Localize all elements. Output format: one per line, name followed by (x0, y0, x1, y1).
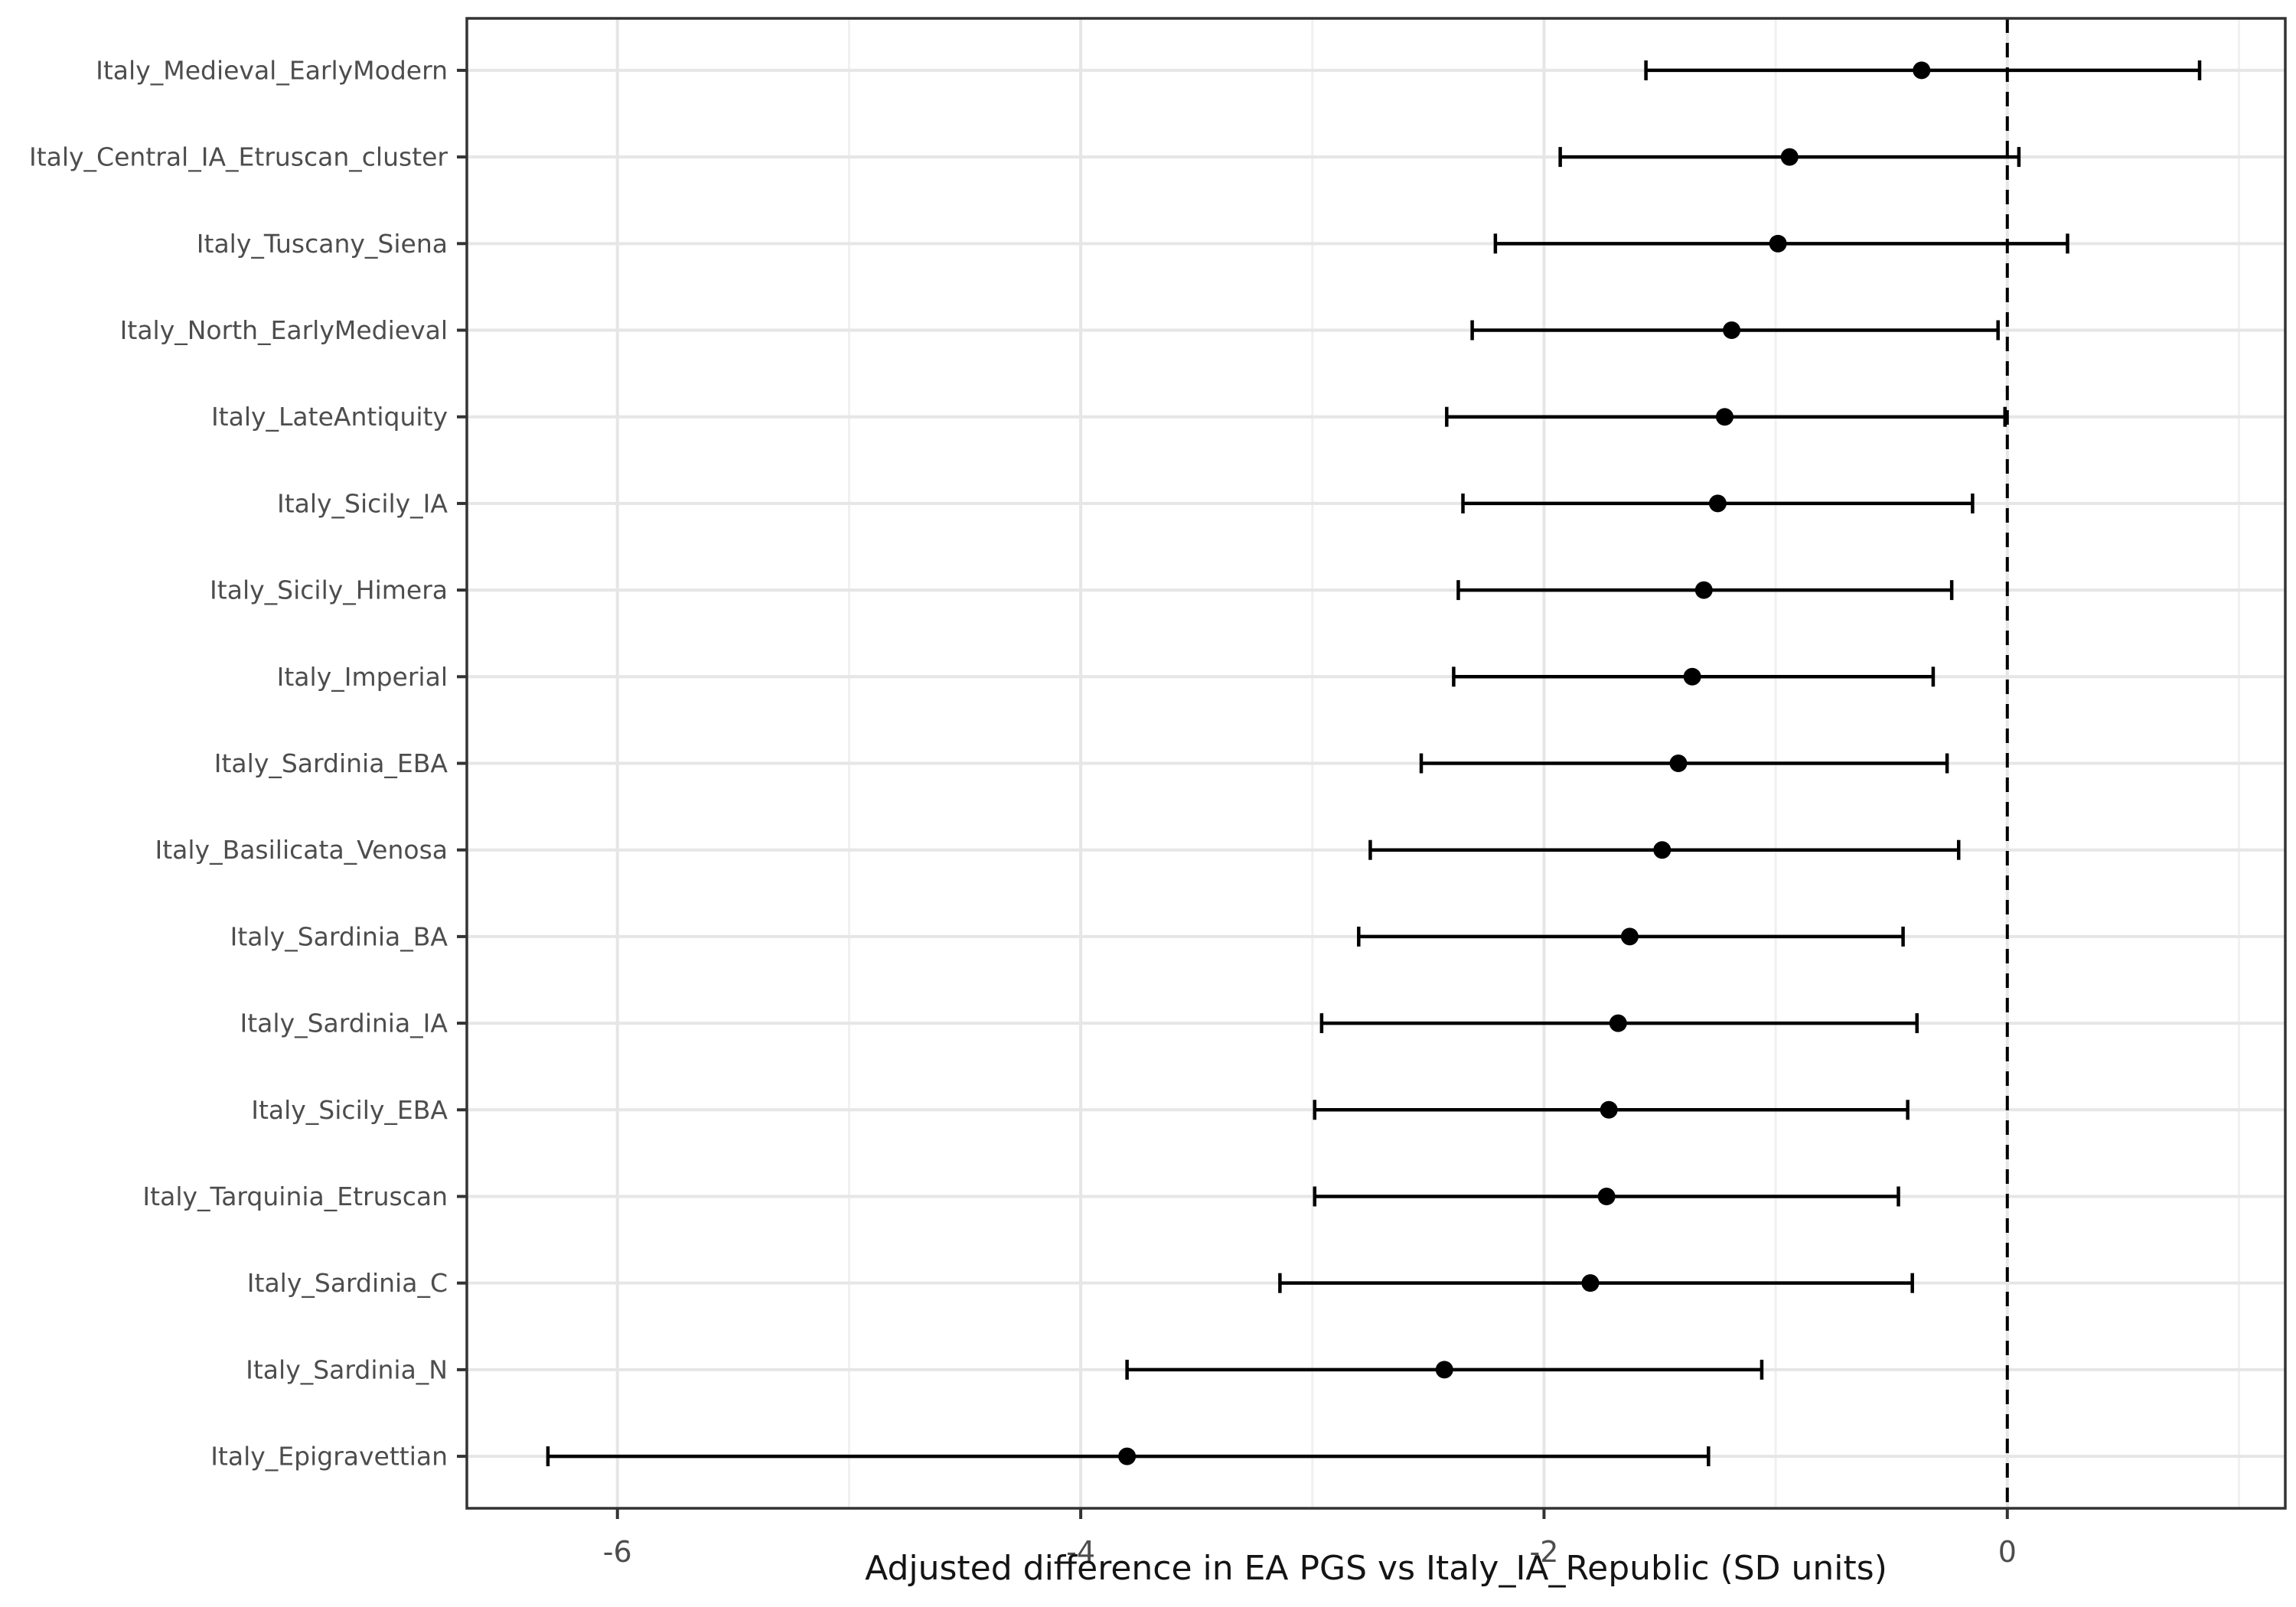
y-category-label: Italy_Imperial (277, 662, 448, 692)
error-bar-row (1313, 1186, 1900, 1207)
x-tick-label: -4 (1066, 1535, 1095, 1569)
error-bar-row (1644, 60, 2202, 80)
x-axis-tick-labels: -6 -4 -2 0 (603, 1535, 2017, 1569)
error-bar-row (1357, 926, 1905, 947)
y-category-label: Italy_Sardinia_N (246, 1354, 448, 1384)
error-bar-row (546, 1446, 1711, 1467)
error-bar-row (1313, 1100, 1910, 1120)
x-tick-label: 0 (1998, 1535, 2017, 1569)
y-category-label: Italy_Sicily_Himera (210, 575, 448, 605)
estimate-dot (1723, 321, 1741, 340)
y-category-label: Italy_Sicily_IA (277, 488, 448, 518)
error-bar-row (1470, 320, 2000, 341)
y-category-label: Italy_Sardinia_IA (240, 1009, 448, 1038)
y-category-label: Italy_Tarquinia_Etruscan (142, 1182, 448, 1211)
y-category-label: Italy_LateAntiquity (211, 402, 448, 432)
y-category-label: Italy_Sicily_EBA (251, 1095, 448, 1125)
y-category-label: Italy_Medieval_EarlyModern (96, 55, 448, 85)
estimate-dot (1597, 1187, 1616, 1205)
y-category-label: Italy_Sardinia_C (247, 1268, 448, 1298)
y-axis-ticks (457, 68, 467, 1459)
estimate-dot (1769, 234, 1787, 253)
estimate-dot (1118, 1447, 1137, 1465)
estimate-dot (1581, 1274, 1600, 1292)
y-category-label: Italy_Sardinia_EBA (214, 748, 448, 778)
estimate-dot (1653, 841, 1671, 859)
y-category-label: Italy_Sardinia_BA (230, 921, 448, 951)
y-category-label: Italy_Epigravettian (210, 1442, 448, 1472)
estimate-dot (1913, 61, 1931, 80)
error-bar-row (1452, 667, 1936, 687)
y-axis-labels: Italy_Medieval_EarlyModern Italy_Central_… (29, 55, 448, 1471)
estimate-dot (1683, 667, 1701, 686)
estimate-dot (1609, 1014, 1627, 1032)
estimate-dot (1708, 494, 1727, 513)
estimate-dot (1716, 408, 1734, 426)
estimate-dot (1435, 1361, 1453, 1379)
error-bar-row (1319, 1013, 1919, 1034)
estimate-dot (1669, 755, 1688, 772)
error-bar-row (1125, 1359, 1764, 1380)
error-bar-row (1368, 839, 1961, 860)
error-bar-row (1278, 1273, 1914, 1293)
error-bar-row (1419, 753, 1949, 774)
estimate-dot (1780, 148, 1799, 166)
estimate-dot (1620, 927, 1639, 946)
x-tick-label: -6 (603, 1535, 632, 1569)
error-bar-row (1558, 147, 2021, 168)
y-category-label: Italy_Central_IA_Etruscan_cluster (29, 142, 448, 172)
x-tick-label: -2 (1529, 1535, 1558, 1569)
x-axis-title: Adjusted difference in EA PGS vs Italy_I… (865, 1549, 1887, 1588)
estimate-dot (1694, 581, 1713, 599)
error-bar-row (1493, 233, 2069, 254)
error-bars-group (546, 60, 2202, 1467)
error-bar-row (1445, 406, 2007, 427)
x-axis-ticks (615, 1508, 2009, 1519)
estimate-dot (1600, 1100, 1618, 1119)
y-category-label: Italy_Tuscany_Siena (197, 229, 448, 259)
error-bar-row (1456, 580, 1954, 601)
y-category-label: Italy_North_EarlyMedieval (120, 315, 448, 345)
error-bar-row (1461, 493, 1975, 513)
y-category-label: Italy_Basilicata_Venosa (155, 835, 448, 865)
